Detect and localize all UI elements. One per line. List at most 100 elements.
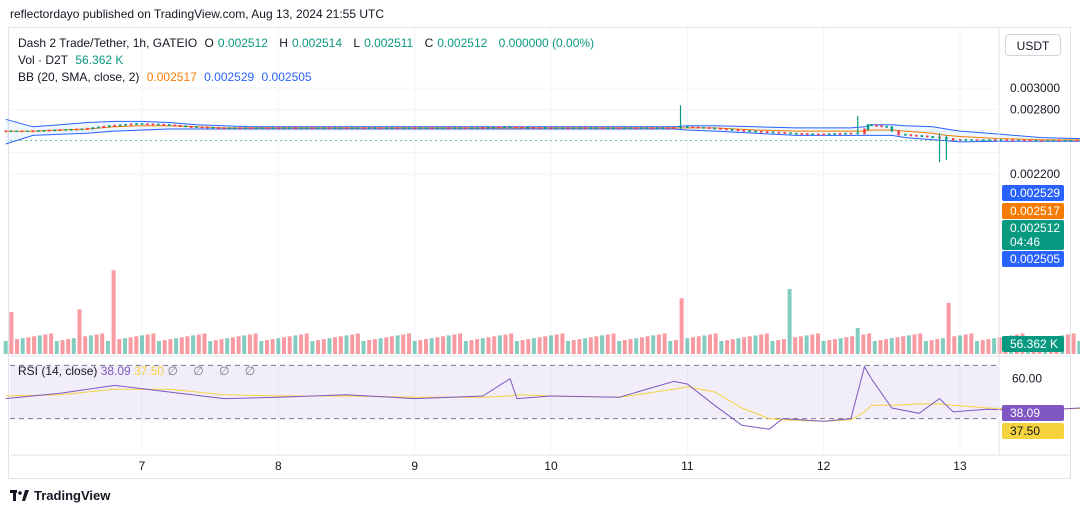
price-candle xyxy=(686,126,689,128)
volume-bar xyxy=(804,335,809,354)
volume-bar xyxy=(566,341,570,354)
price-candle xyxy=(650,127,654,129)
volume-bar xyxy=(668,341,673,354)
price-candle xyxy=(184,125,187,128)
price-candle xyxy=(430,127,433,129)
volume-bar xyxy=(213,340,218,355)
price-candle xyxy=(453,127,456,129)
volume-bar xyxy=(270,339,275,354)
price-candle xyxy=(239,127,242,129)
volume-bar xyxy=(923,341,928,354)
footer-brand: TradingView xyxy=(34,488,111,503)
volume-bar xyxy=(889,338,894,354)
volume-bar xyxy=(855,328,860,354)
volume-bar xyxy=(520,340,525,355)
volume-bar xyxy=(361,341,366,354)
volume-bar xyxy=(628,339,633,354)
volume-bar xyxy=(469,340,474,355)
price-candle xyxy=(333,127,337,129)
volume-bar xyxy=(588,337,593,354)
price-candle xyxy=(811,133,814,136)
time-tick-label: 12 xyxy=(817,459,831,473)
volume-bar xyxy=(105,341,110,354)
volume-bar xyxy=(344,335,349,354)
volume-bar xyxy=(480,338,485,354)
volume-bar xyxy=(378,338,383,354)
price-candle xyxy=(86,127,89,130)
price-candle xyxy=(436,127,439,129)
price-candle xyxy=(863,128,866,135)
volume-bar xyxy=(912,334,917,354)
price-candle xyxy=(390,127,394,129)
volume-bar xyxy=(265,340,269,355)
price-candle xyxy=(1028,139,1032,142)
currency-button[interactable]: USDT xyxy=(1005,34,1061,56)
price-candle xyxy=(719,127,722,130)
price-candle xyxy=(691,126,694,129)
price-candle xyxy=(999,139,1003,141)
price-candle xyxy=(789,132,792,135)
price-candle xyxy=(260,127,264,129)
price-candle xyxy=(748,130,751,133)
volume-bar xyxy=(276,338,281,354)
volume-bar xyxy=(259,341,264,354)
volume-bar xyxy=(543,336,548,354)
price-candle xyxy=(639,127,643,129)
volume-bar xyxy=(179,337,184,354)
volume-bar xyxy=(321,339,326,354)
price-candle xyxy=(189,125,193,128)
tradingview-footer[interactable]: TradingView xyxy=(10,488,110,503)
price-tick-label: 0.002200 xyxy=(1010,167,1060,181)
price-candle xyxy=(672,126,675,129)
price-candle xyxy=(1040,140,1043,142)
volume-bar xyxy=(571,340,576,355)
volume-bar xyxy=(781,339,786,354)
rsi-band-fill xyxy=(10,365,998,419)
change-label: 0.000000 (0.00%) xyxy=(498,36,595,50)
volume-bar xyxy=(679,298,684,354)
volume-bar xyxy=(622,340,627,355)
volume-bar xyxy=(713,333,718,354)
volume-bar xyxy=(230,337,235,354)
volume-bar xyxy=(764,333,769,354)
price-candle xyxy=(475,127,479,129)
volume-bar xyxy=(975,341,979,354)
volume-bar xyxy=(247,334,252,354)
price-candle xyxy=(42,130,45,132)
price-candle xyxy=(618,127,621,129)
price-candle xyxy=(849,132,853,135)
volume-bar xyxy=(691,337,695,354)
price-candle xyxy=(583,127,587,129)
price-candle xyxy=(885,125,888,128)
volume-bar xyxy=(742,337,747,354)
price-candle xyxy=(822,133,825,136)
price-candle xyxy=(91,127,95,130)
volume-bar xyxy=(526,339,531,354)
price-candle xyxy=(827,133,831,136)
volume-bar xyxy=(662,333,667,354)
price-candle xyxy=(151,123,155,126)
volume-bar xyxy=(605,334,610,354)
price-candle xyxy=(904,133,907,136)
volume-bar xyxy=(88,335,93,354)
price-candle xyxy=(508,126,512,128)
price-candle xyxy=(59,129,62,131)
volume-bar xyxy=(827,340,832,355)
volume-bar xyxy=(299,334,304,354)
price-candle xyxy=(1058,140,1061,142)
volume-bar xyxy=(674,340,678,355)
countdown-value: 04:46 xyxy=(1010,235,1041,249)
price-candle xyxy=(589,127,592,129)
price-candle xyxy=(424,127,428,129)
price-candle xyxy=(481,127,484,129)
price-candle xyxy=(783,132,786,134)
price-candle xyxy=(379,127,382,129)
price-candle xyxy=(345,127,348,129)
chart-frame[interactable] xyxy=(8,27,1071,479)
volume-bar xyxy=(759,334,764,354)
price-candle xyxy=(135,123,138,125)
price-candle xyxy=(514,126,518,129)
price-candle xyxy=(970,139,973,141)
price-candle xyxy=(931,136,934,138)
price-candle xyxy=(926,135,929,138)
